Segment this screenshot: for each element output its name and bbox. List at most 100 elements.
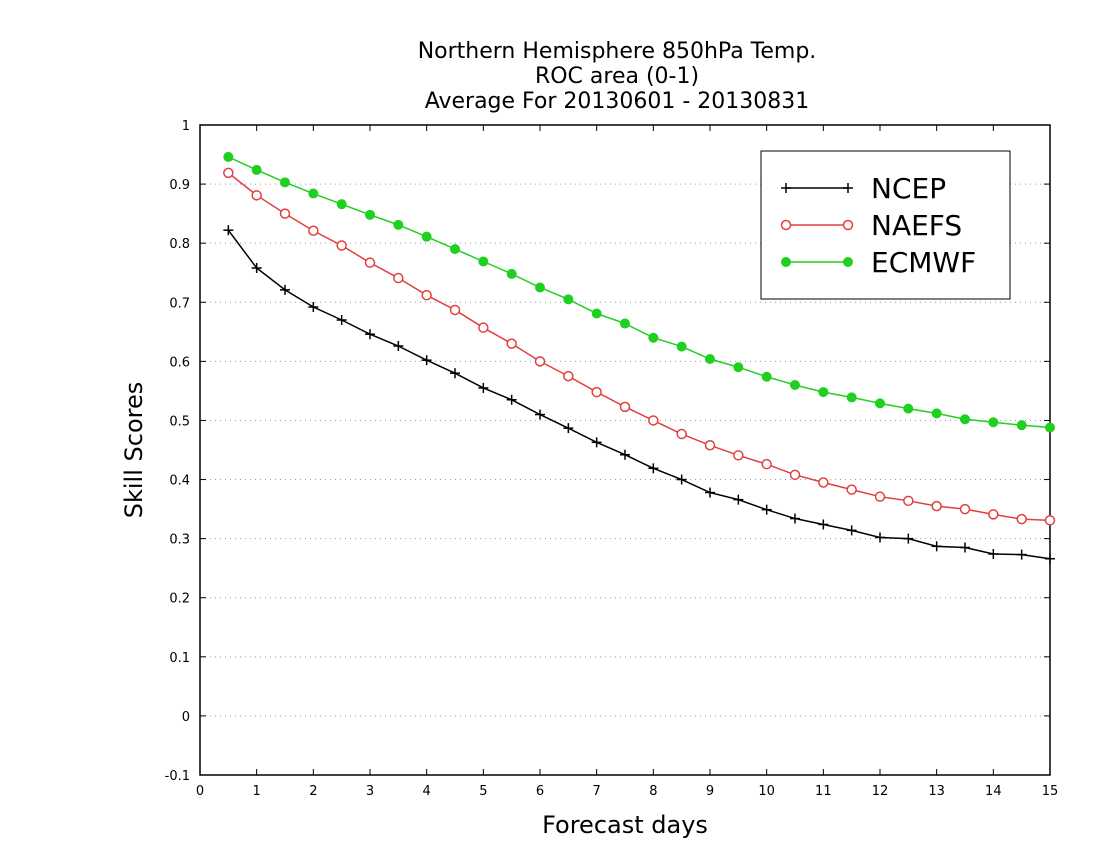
- data-point-naefs-26: [959, 503, 971, 515]
- x-tick-label-2: 2: [309, 784, 317, 799]
- data-point-naefs-19: [761, 458, 772, 470]
- x-tick-label-7: 7: [593, 784, 601, 799]
- data-point-ecmwf-8: [450, 244, 460, 255]
- y-tick-label-2: 0.1: [169, 651, 190, 666]
- data-point-naefs-9: [478, 322, 489, 333]
- data-point-ncep-26: [960, 542, 970, 553]
- data-point-ecmwf-27: [988, 417, 999, 428]
- x-tick-label-0: 0: [196, 784, 204, 799]
- y-tick-label-8: 0.7: [169, 296, 190, 311]
- data-point-ncep-1: [251, 263, 262, 273]
- x-tick-label-3: 3: [366, 784, 374, 799]
- x-tick-label-8: 8: [649, 784, 657, 799]
- legend-label-naefs: NAEFS: [871, 209, 962, 242]
- data-point-ncep-7: [421, 355, 432, 366]
- legend-label-ncep: NCEP: [871, 172, 946, 205]
- data-point-ncep-11: [535, 409, 545, 420]
- data-point-ecmwf-21: [818, 387, 829, 398]
- legend-box: [760, 150, 1011, 300]
- data-point-ecmwf-9: [478, 256, 489, 267]
- data-point-naefs-7: [421, 289, 432, 301]
- x-tick-label-13: 13: [928, 784, 945, 799]
- data-point-ncep-16: [676, 474, 687, 485]
- chart-title: Northern Hemisphere 850hPa Temp.ROC area…: [418, 39, 817, 114]
- plot-frame: [199, 124, 1051, 776]
- title-line-3: Average For 20130601 - 20130831: [425, 89, 810, 114]
- axis-ticks: -0.100.10.20.30.40.50.60.70.80.910 1 2 3 4 5 6…: [165, 119, 1059, 799]
- data-point-naefs-6: [393, 272, 404, 284]
- data-point-ncep-6: [393, 341, 404, 351]
- x-axis-label: Forecast days: [542, 811, 708, 839]
- legend: NCEP NAEFS ECMWF: [760, 150, 1011, 300]
- data-point-ncep-13: [591, 437, 602, 448]
- data-point-ecmwf-5: [365, 209, 375, 220]
- data-point-ncep-22: [846, 525, 857, 536]
- y-axis-label: Skill Scores: [120, 382, 148, 519]
- data-point-ecmwf-16: [676, 341, 687, 352]
- data-point-naefs-24: [903, 495, 914, 507]
- x-tick-label-14: 14: [985, 784, 1002, 799]
- legend-marker-end-ecmwf: [843, 257, 853, 267]
- data-point-ecmwf-17: [705, 354, 715, 364]
- data-point-ecmwf-29: [1045, 422, 1055, 433]
- x-tick-label-6: 6: [536, 784, 544, 799]
- data-point-ncep-4: [336, 315, 347, 325]
- data-point-ecmwf-0: [223, 151, 234, 162]
- x-tick-label-12: 12: [872, 784, 889, 799]
- data-point-ecmwf-7: [421, 231, 432, 242]
- data-point-ncep-2: [280, 284, 290, 295]
- data-point-ncep-24: [903, 533, 914, 544]
- data-point-naefs-21: [818, 477, 829, 488]
- data-point-naefs-14: [619, 401, 631, 413]
- title-line-2: ROC area (0-1): [535, 64, 699, 89]
- data-point-ncep-19: [761, 504, 772, 515]
- data-point-ecmwf-22: [846, 392, 857, 403]
- data-point-ncep-17: [705, 487, 715, 498]
- legend-marker-end-naefs: [842, 219, 854, 231]
- grid-lines: [200, 183, 1050, 717]
- data-point-ecmwf-15: [648, 332, 659, 343]
- data-point-ecmwf-14: [620, 318, 630, 329]
- y-tick-label-11: 1: [182, 119, 190, 134]
- x-tick-label-11: 11: [815, 784, 832, 799]
- data-point-ecmwf-24: [903, 403, 914, 414]
- y-tick-label-4: 0.3: [169, 533, 190, 548]
- data-point-naefs-1: [251, 190, 262, 201]
- data-point-ecmwf-11: [535, 282, 545, 293]
- y-tick-label-5: 0.4: [169, 474, 190, 489]
- data-point-naefs-28: [1016, 513, 1027, 525]
- data-point-ncep-23: [875, 532, 885, 543]
- data-point-ecmwf-10: [506, 268, 517, 279]
- data-point-naefs-0: [223, 167, 234, 179]
- data-point-naefs-8: [449, 304, 461, 316]
- data-point-naefs-23: [874, 491, 886, 502]
- data-point-ncep-8: [450, 368, 460, 379]
- series-lines: [223, 151, 1056, 564]
- x-tick-label-1: 1: [253, 784, 261, 799]
- data-point-ecmwf-20: [790, 380, 800, 390]
- y-tick-label-6: 0.5: [169, 414, 190, 429]
- data-point-ncep-28: [1016, 549, 1027, 560]
- series-line-ncep: [227, 229, 1051, 560]
- y-tick-label-9: 0.8: [169, 237, 190, 252]
- data-point-ecmwf-3: [308, 188, 319, 199]
- data-point-ecmwf-25: [931, 408, 942, 419]
- data-point-ecmwf-4: [336, 199, 347, 210]
- data-point-ncep-3: [308, 302, 319, 312]
- legend-marker-start-ncep: [781, 183, 791, 193]
- data-point-ncep-5: [365, 329, 375, 340]
- data-point-ncep-29: [1045, 553, 1055, 564]
- y-tick-label-1: 0: [182, 710, 190, 725]
- data-point-naefs-18: [733, 450, 744, 461]
- legend-item-ecmwf: ECMWF: [781, 246, 976, 279]
- data-point-ecmwf-23: [875, 398, 885, 409]
- data-point-ecmwf-19: [761, 371, 772, 382]
- data-point-ncep-12: [563, 423, 574, 434]
- title-line-1: Northern Hemisphere 850hPa Temp.: [418, 39, 817, 64]
- data-point-ecmwf-28: [1016, 420, 1027, 431]
- data-point-ncep-0: [223, 225, 234, 236]
- data-point-ecmwf-1: [251, 164, 262, 175]
- data-point-ncep-14: [620, 449, 630, 460]
- data-point-naefs-13: [591, 386, 602, 398]
